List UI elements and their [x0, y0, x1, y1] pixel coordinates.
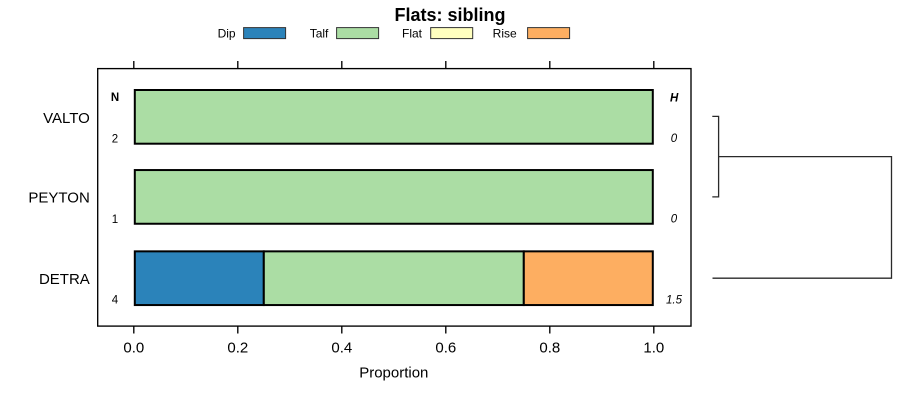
- svg-text:Flats: sibling: Flats: sibling: [394, 5, 505, 25]
- svg-text:2: 2: [112, 133, 118, 145]
- svg-text:0.4: 0.4: [331, 340, 352, 357]
- svg-text:0.2: 0.2: [227, 340, 248, 357]
- svg-text:VALTO: VALTO: [43, 110, 90, 127]
- svg-text:0.8: 0.8: [539, 340, 560, 357]
- svg-text:1.0: 1.0: [643, 340, 664, 357]
- svg-text:DETRA: DETRA: [39, 271, 90, 288]
- svg-text:1.5: 1.5: [666, 295, 683, 307]
- svg-text:0: 0: [671, 133, 678, 145]
- svg-text:1: 1: [112, 214, 118, 226]
- svg-text:4: 4: [112, 294, 119, 306]
- svg-text:Rise: Rise: [493, 27, 517, 41]
- svg-text:Dip: Dip: [218, 27, 236, 41]
- svg-text:Talf: Talf: [310, 27, 329, 41]
- svg-text:Flat: Flat: [402, 27, 423, 41]
- svg-text:H: H: [670, 92, 679, 104]
- svg-text:0: 0: [671, 214, 678, 226]
- svg-text:Proportion: Proportion: [359, 364, 428, 381]
- svg-text:0.6: 0.6: [435, 340, 456, 357]
- svg-text:N: N: [111, 92, 119, 104]
- svg-text:PEYTON: PEYTON: [28, 190, 89, 207]
- svg-text:0.0: 0.0: [123, 340, 144, 357]
